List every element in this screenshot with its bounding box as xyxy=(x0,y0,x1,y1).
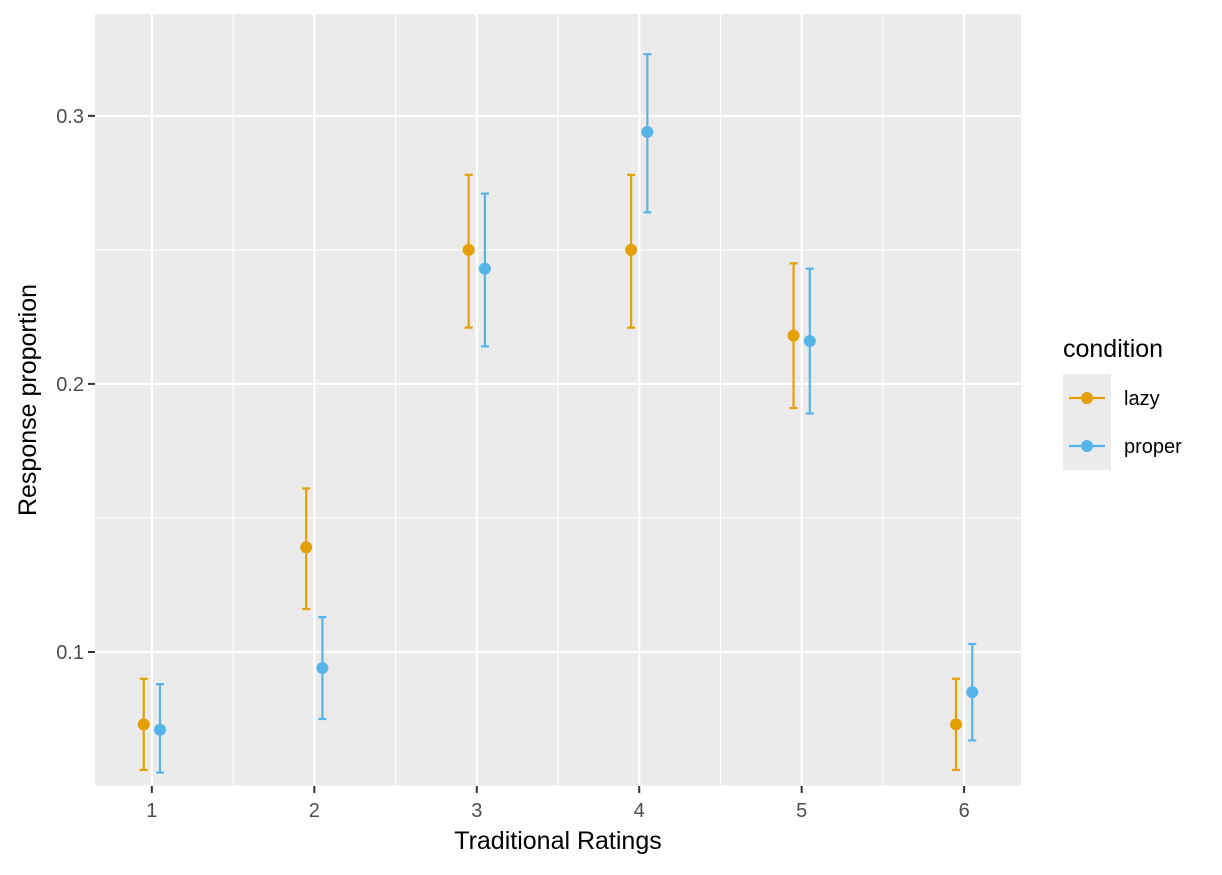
x-tick-label: 2 xyxy=(309,800,320,822)
x-tick-label: 3 xyxy=(471,800,482,822)
legend: condition lazy proper xyxy=(1063,335,1182,470)
data-point xyxy=(966,686,979,699)
grid-major xyxy=(95,14,1021,786)
data-point xyxy=(787,329,800,342)
series-proper xyxy=(153,53,979,774)
x-tick-label: 4 xyxy=(634,800,645,822)
legend-key-point xyxy=(1081,440,1093,452)
data-point xyxy=(316,662,329,675)
data-point xyxy=(641,125,654,138)
legend-title: condition xyxy=(1063,335,1163,363)
data-point xyxy=(803,335,816,348)
y-axis: 0.1 0.2 0.3 xyxy=(56,106,95,664)
data-point xyxy=(153,723,166,736)
series-lazy xyxy=(137,173,963,772)
x-tick-label: 5 xyxy=(796,800,807,822)
data-point xyxy=(625,243,638,256)
grid-minor xyxy=(95,14,1021,787)
legend-key-point xyxy=(1081,392,1093,404)
y-tick-label: 0.1 xyxy=(56,642,84,664)
y-axis-title: Response proportion xyxy=(14,284,42,516)
x-tick-label: 1 xyxy=(146,800,157,822)
data-point xyxy=(137,718,150,731)
data-point xyxy=(478,262,491,275)
data-point xyxy=(950,718,963,731)
y-tick-label: 0.2 xyxy=(56,374,84,396)
legend-key-background xyxy=(1063,374,1111,470)
y-tick-label: 0.3 xyxy=(56,106,84,128)
x-axis-title: Traditional Ratings xyxy=(454,827,662,855)
legend-label: proper xyxy=(1124,436,1182,458)
x-axis: 1 2 3 4 5 6 xyxy=(146,786,970,822)
data-point xyxy=(462,243,475,256)
legend-label: lazy xyxy=(1124,388,1160,410)
legend-keys: lazy proper xyxy=(1063,374,1182,470)
data-point xyxy=(300,541,313,554)
x-tick-label: 6 xyxy=(959,800,970,822)
data-marks xyxy=(137,53,979,774)
